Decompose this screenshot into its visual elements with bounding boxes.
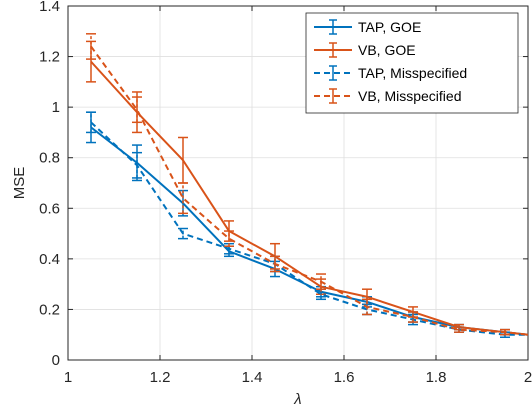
y-tick-label: 0.6 bbox=[39, 200, 60, 217]
y-axis-label: MSE bbox=[11, 167, 28, 200]
x-tick-label: 1.2 bbox=[150, 369, 171, 386]
legend-label: VB, Misspecified bbox=[358, 88, 461, 104]
y-tick-label: 0 bbox=[52, 352, 60, 369]
y-tick-label: 1.4 bbox=[39, 0, 60, 15]
x-tick-label: 1.4 bbox=[242, 369, 263, 386]
y-tick-label: 1 bbox=[52, 99, 60, 116]
legend-label: VB, GOE bbox=[358, 42, 416, 58]
x-axis-label: λ bbox=[293, 391, 301, 408]
series-3 bbox=[86, 112, 528, 337]
series-line bbox=[91, 122, 528, 334]
series-line bbox=[91, 127, 528, 334]
y-tick-label: 1.2 bbox=[39, 49, 60, 66]
y-tick-label: 0.2 bbox=[39, 301, 60, 318]
legend: TAP, GOE VB, GOE TAP, Misspecified VB, Miss… bbox=[306, 13, 518, 113]
legend-label: TAP, GOE bbox=[358, 19, 421, 35]
series-1 bbox=[86, 112, 528, 335]
x-tick-label: 2 bbox=[524, 369, 532, 386]
y-tick-label: 0.8 bbox=[39, 150, 60, 167]
legend-label: TAP, Misspecified bbox=[358, 65, 467, 81]
x-tick-label: 1.6 bbox=[334, 369, 355, 386]
y-tick-label: 0.4 bbox=[39, 251, 60, 268]
error-bar bbox=[178, 137, 188, 183]
x-tick-label: 1.8 bbox=[426, 369, 447, 386]
x-tick-label: 1 bbox=[64, 369, 72, 386]
